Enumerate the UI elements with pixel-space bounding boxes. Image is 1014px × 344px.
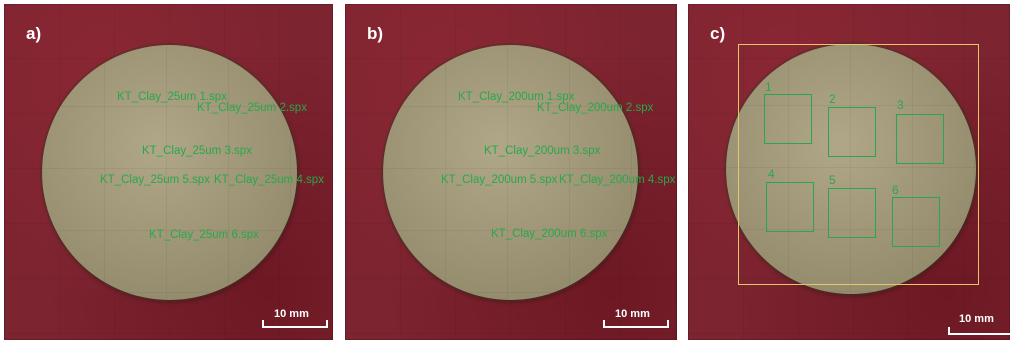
panel-b: b) KT_Clay_200um 1.spx KT_Clay_200um 2.s… bbox=[345, 4, 677, 340]
spectrum-label-5: KT_Clay_25um 5.spx bbox=[100, 174, 210, 186]
spectrum-label-1: KT_Clay_200um 1.spx bbox=[458, 91, 575, 103]
spectrum-label-3: KT_Clay_25um 3.spx bbox=[142, 145, 252, 157]
region-box-3 bbox=[896, 114, 944, 164]
spectrum-label-5: KT_Clay_200um 5.spx bbox=[441, 174, 558, 186]
spectrum-label-4: KT_Clay_200um 4.spx bbox=[559, 174, 676, 186]
region-box-5 bbox=[828, 188, 876, 238]
scale-bar bbox=[948, 323, 1010, 337]
spectrum-label-6: KT_Clay_25um 6.spx bbox=[149, 229, 259, 241]
region-box-4 bbox=[766, 182, 814, 232]
panel-label: b) bbox=[367, 24, 384, 43]
scale-bar-label: 10 mm bbox=[615, 308, 650, 320]
spectrum-label-2: KT_Clay_25um 2.spx bbox=[197, 102, 307, 114]
spectrum-label-1: KT_Clay_25um 1.spx bbox=[117, 91, 227, 103]
region-box-1 bbox=[764, 94, 812, 144]
region-number-4: 4 bbox=[768, 167, 775, 181]
sample-disc bbox=[383, 45, 638, 300]
spectrum-label-6: KT_Clay_200um 6.spx bbox=[491, 228, 608, 240]
region-number-2: 2 bbox=[829, 92, 836, 106]
region-box-2 bbox=[828, 107, 876, 157]
scale-bar bbox=[603, 316, 669, 330]
panel-label: c) bbox=[710, 24, 726, 43]
scale-bar bbox=[262, 316, 328, 330]
panel-a: a) KT_Clay_25um 1.spx KT_Clay_25um 2.spx… bbox=[4, 4, 333, 340]
spectrum-label-2: KT_Clay_200um 2.spx bbox=[537, 102, 654, 114]
spectrum-label-4: KT_Clay_25um 4.spx bbox=[214, 174, 324, 186]
scale-bar-label: 10 mm bbox=[959, 313, 994, 325]
scale-bar-label: 10 mm bbox=[274, 308, 309, 320]
spectrum-label-3: KT_Clay_200um 3.spx bbox=[484, 145, 601, 157]
region-number-3: 3 bbox=[897, 98, 904, 112]
panel-label: a) bbox=[26, 24, 42, 43]
panel-c: c) 1 2 3 4 5 6 10 mm bbox=[688, 4, 1010, 340]
sample-disc bbox=[726, 44, 976, 294]
region-number-5: 5 bbox=[829, 173, 836, 187]
region-number-1: 1 bbox=[765, 80, 772, 94]
region-number-6: 6 bbox=[892, 183, 899, 197]
mapping-area-frame bbox=[738, 44, 979, 285]
region-box-6 bbox=[892, 197, 940, 247]
sample-disc bbox=[42, 45, 297, 300]
